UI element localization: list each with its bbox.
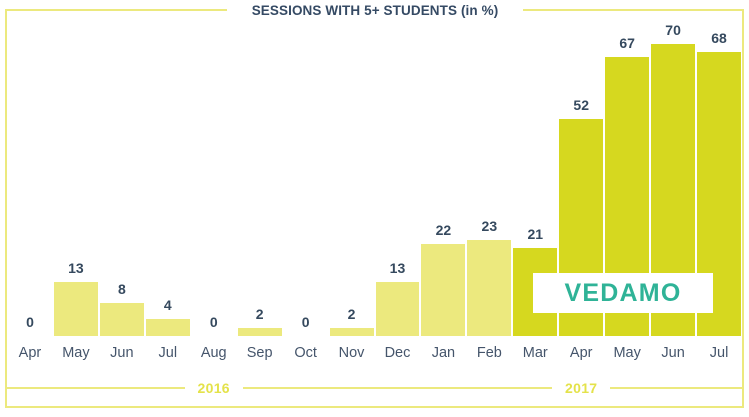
bar-slot: 0	[191, 11, 237, 336]
bar-value-label: 13	[389, 259, 406, 276]
frame-border-right	[742, 9, 744, 408]
month-label-aug-4: Aug	[200, 345, 227, 361]
month-label-jul-15: Jul	[709, 345, 729, 361]
year-group-2016: 2016	[7, 378, 421, 398]
bar-value-label: 4	[163, 297, 172, 314]
bar-value-label: 23	[481, 218, 498, 235]
month-label-may-1: May	[62, 345, 90, 361]
bar-feb-10	[467, 240, 512, 336]
bar-may-1	[53, 281, 98, 336]
bar-value-label: 2	[347, 305, 356, 322]
bar-nov-7	[329, 327, 374, 336]
month-label-jun-2: Jun	[110, 345, 134, 361]
month-label-nov-7: Nov	[338, 345, 365, 361]
bar-value-label: 67	[619, 34, 635, 51]
bar-value-label: 8	[117, 280, 126, 297]
vedamo-watermark: VEDAMO	[533, 273, 713, 313]
month-label-dec-8: Dec	[384, 345, 411, 361]
bar-slot: 2	[329, 11, 375, 336]
month-label-may-13: May	[613, 345, 641, 361]
bar-slot: 23	[466, 11, 512, 336]
month-label-sep-5: Sep	[246, 345, 273, 361]
month-label-jan-9: Jan	[431, 345, 456, 361]
year-rule-left	[420, 387, 553, 389]
bar-slot: 0	[7, 11, 53, 336]
bar-slot: 8	[99, 11, 145, 336]
month-label-apr-0: Apr	[18, 345, 42, 361]
bar-value-label: 2	[255, 305, 264, 322]
frame-border-top-left	[5, 9, 227, 11]
bar-value-label: 13	[68, 259, 84, 276]
bar-slot: 0	[283, 11, 329, 336]
bar-dec-8	[375, 281, 420, 336]
vedamo-logo-text: VEDAMO	[564, 278, 682, 307]
bar-value-label: 21	[527, 226, 544, 243]
bar-slot: 22	[420, 11, 466, 336]
frame-border-left	[5, 9, 7, 408]
bar-value-label: 22	[435, 222, 452, 239]
year-rule-right	[242, 387, 421, 389]
month-label-feb-10: Feb	[476, 345, 502, 361]
bar-value-label: 0	[301, 314, 310, 330]
month-label-apr-12: Apr	[569, 345, 593, 361]
month-label-jun-14: Jun	[661, 345, 685, 361]
year-rule-right	[610, 387, 743, 389]
bar-value-label: 0	[209, 314, 218, 330]
chart-title: SESSIONS WITH 5+ STUDENTS (in %)	[251, 3, 499, 18]
month-axis: Apr May Jun Jul Aug Sep Oct Nov Dec Jan Feb Mar Apr M…	[7, 343, 742, 365]
month-label-jul-3: Jul	[158, 345, 178, 361]
year-axis: 2016 2017	[7, 378, 743, 400]
year-group-2017: 2017	[420, 378, 743, 398]
frame-border-bottom	[5, 406, 744, 408]
bar-jun-2	[99, 302, 144, 336]
bar-jan-9	[421, 244, 466, 336]
month-label-mar-11: Mar	[522, 345, 548, 361]
bar-sep-5	[237, 327, 282, 336]
bar-value-label: 68	[711, 30, 727, 47]
bar-value-label: 0	[26, 314, 34, 330]
frame-border-top-right	[523, 9, 744, 11]
bar-jul-3	[145, 319, 190, 336]
year-label: 2016	[197, 380, 230, 396]
bar-value-label: 52	[573, 97, 589, 114]
bar-value-label: 70	[665, 22, 681, 38]
bar-slot: 13	[375, 11, 421, 336]
bar-slot: 13	[53, 11, 99, 336]
year-label: 2017	[565, 380, 598, 396]
bar-slot: 2	[237, 11, 283, 336]
month-label-oct-6: Oct	[294, 345, 317, 361]
year-rule-left	[7, 387, 185, 389]
bar-slot: 4	[145, 11, 191, 336]
